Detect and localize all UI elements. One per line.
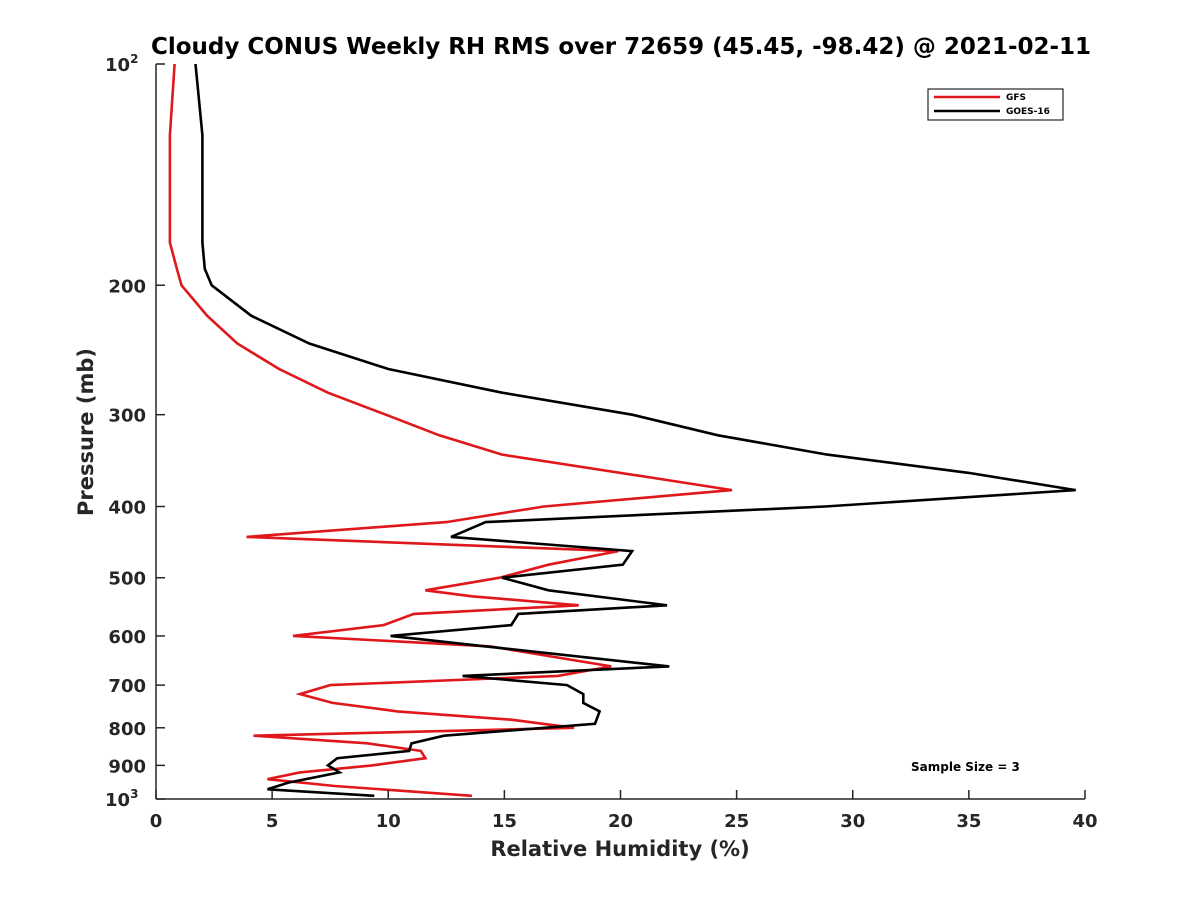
x-tick-label: 20 [608, 811, 633, 832]
y-tick-label: 200 [108, 276, 146, 297]
y-tick-label: 900 [108, 756, 146, 777]
y-tick-label: 400 [108, 498, 146, 519]
y-axis-label: Pressure (mb) [74, 348, 98, 516]
y-tick-label: 103 [105, 787, 138, 811]
plot-background [156, 64, 1085, 799]
x-tick-label: 15 [492, 811, 517, 832]
x-ticks: 0 5 10 15 20 25 30 35 40 [150, 790, 1098, 832]
x-tick-label: 5 [266, 811, 279, 832]
series-layer [168, 63, 1076, 798]
y-tick-label: 300 [108, 406, 146, 427]
x-tick-label: 25 [724, 811, 749, 832]
plot-area [156, 64, 1085, 799]
x-tick-label: 40 [1072, 811, 1097, 832]
legend-label-gfs: GFS [1006, 93, 1026, 103]
series-line-gfs [168, 63, 733, 798]
x-tick-label: 10 [376, 811, 401, 832]
legend-label-goes16: GOES-16 [1006, 107, 1050, 117]
x-tick-label: 30 [840, 811, 865, 832]
y-ticks: 102 200 300 400 500 600 700 800 900 103 [105, 52, 165, 811]
series-line-goes16 [194, 63, 1076, 798]
y-tick-label: 700 [108, 676, 146, 697]
legend-box [927, 88, 1064, 121]
legend: GFS GOES-16 [927, 88, 1064, 121]
sample-size-annotation: Sample Size = 3 [911, 760, 1020, 774]
chart-title: Cloudy CONUS Weekly RH RMS over 72659 (4… [151, 34, 1091, 60]
y-tick-label: 800 [108, 719, 146, 740]
x-tick-label: 0 [150, 811, 163, 832]
y-tick-label: 600 [108, 627, 146, 648]
x-axis-label: Relative Humidity (%) [490, 837, 749, 861]
y-tick-label: 500 [108, 569, 146, 590]
y-tick-label: 102 [105, 52, 138, 76]
x-tick-label: 35 [956, 811, 981, 832]
